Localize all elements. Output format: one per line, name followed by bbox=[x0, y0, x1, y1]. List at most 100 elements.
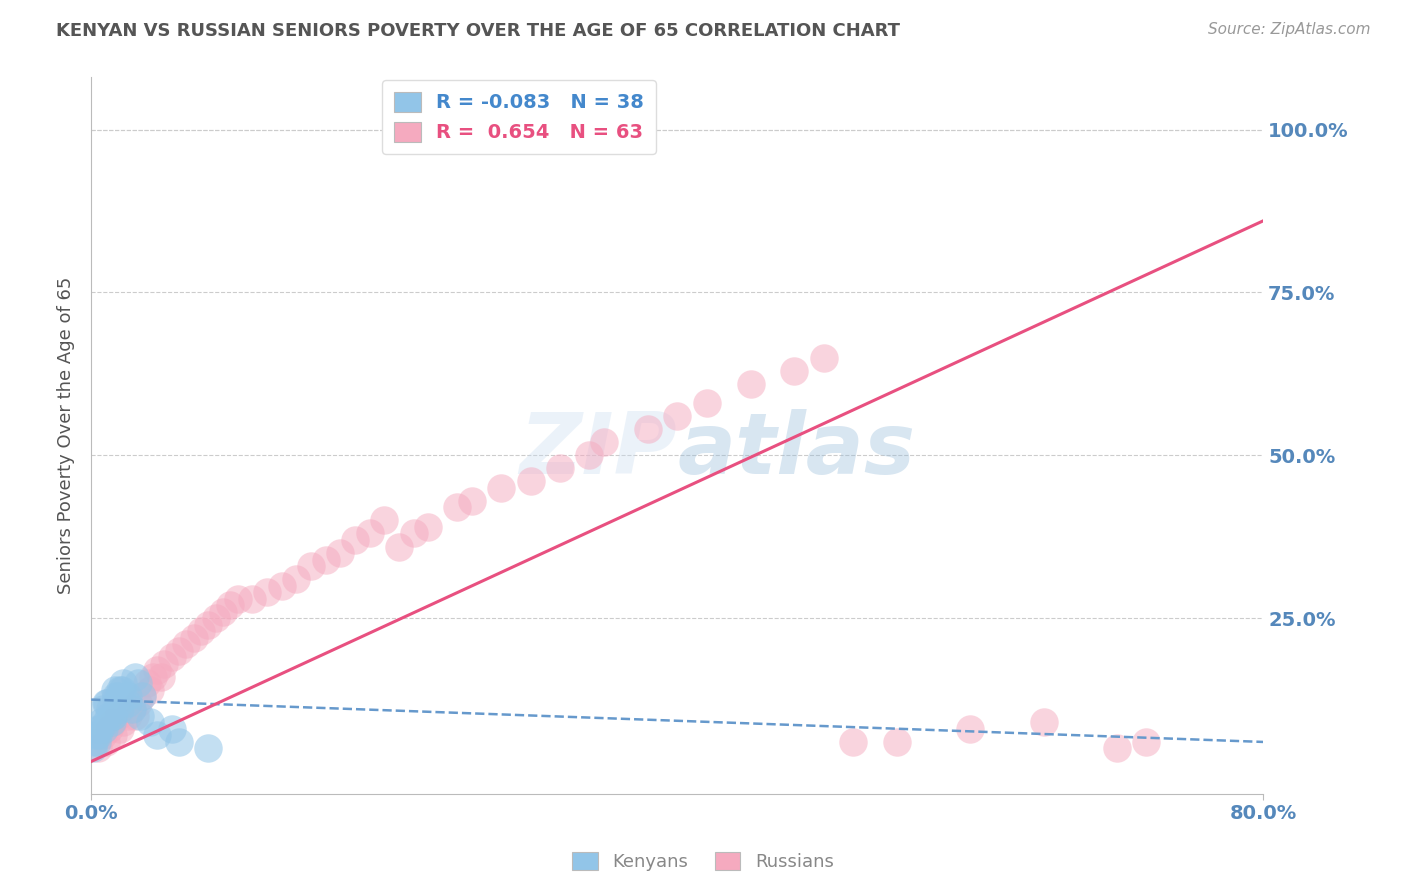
Point bbox=[87, 722, 110, 736]
Point bbox=[112, 715, 135, 730]
Point bbox=[783, 363, 806, 377]
Point bbox=[418, 520, 440, 534]
Point bbox=[256, 585, 278, 599]
Point bbox=[578, 448, 600, 462]
Point bbox=[315, 552, 337, 566]
Point bbox=[111, 682, 134, 697]
Point bbox=[86, 735, 108, 749]
Point bbox=[105, 690, 128, 704]
Point bbox=[110, 722, 132, 736]
Point bbox=[842, 735, 865, 749]
Point bbox=[959, 722, 981, 736]
Point bbox=[329, 546, 352, 560]
Point bbox=[299, 559, 322, 574]
Legend: Kenyans, Russians: Kenyans, Russians bbox=[565, 846, 841, 879]
Point bbox=[94, 696, 117, 710]
Point bbox=[107, 709, 129, 723]
Point bbox=[204, 611, 226, 625]
Point bbox=[461, 494, 484, 508]
Text: KENYAN VS RUSSIAN SENIORS POVERTY OVER THE AGE OF 65 CORRELATION CHART: KENYAN VS RUSSIAN SENIORS POVERTY OVER T… bbox=[56, 22, 900, 40]
Point bbox=[146, 663, 169, 677]
Point bbox=[359, 526, 381, 541]
Point bbox=[197, 741, 219, 756]
Point bbox=[108, 696, 131, 710]
Point bbox=[373, 513, 395, 527]
Point bbox=[1032, 715, 1054, 730]
Text: atlas: atlas bbox=[678, 409, 915, 491]
Point bbox=[666, 409, 689, 424]
Point bbox=[491, 481, 513, 495]
Point bbox=[402, 526, 425, 541]
Point bbox=[107, 690, 129, 704]
Point bbox=[112, 676, 135, 690]
Point bbox=[87, 728, 110, 742]
Y-axis label: Seniors Poverty Over the Age of 65: Seniors Poverty Over the Age of 65 bbox=[58, 277, 75, 594]
Point bbox=[813, 351, 835, 365]
Point bbox=[637, 422, 659, 436]
Point bbox=[212, 605, 235, 619]
Point bbox=[94, 735, 117, 749]
Point bbox=[101, 728, 124, 742]
Point bbox=[89, 722, 111, 736]
Point bbox=[135, 676, 157, 690]
Point bbox=[285, 572, 308, 586]
Point bbox=[87, 741, 110, 756]
Point bbox=[128, 709, 150, 723]
Point bbox=[142, 670, 165, 684]
Point bbox=[124, 709, 146, 723]
Point bbox=[696, 396, 718, 410]
Point bbox=[82, 741, 104, 756]
Point bbox=[91, 728, 114, 742]
Point bbox=[101, 709, 124, 723]
Point bbox=[1105, 741, 1128, 756]
Point bbox=[548, 461, 571, 475]
Point bbox=[104, 682, 127, 697]
Point bbox=[446, 500, 468, 515]
Point bbox=[183, 631, 205, 645]
Point bbox=[153, 657, 176, 671]
Point bbox=[160, 650, 183, 665]
Point bbox=[84, 728, 107, 742]
Point bbox=[146, 728, 169, 742]
Point bbox=[139, 715, 162, 730]
Point bbox=[160, 722, 183, 736]
Point bbox=[110, 702, 132, 716]
Point bbox=[91, 702, 114, 716]
Point bbox=[343, 533, 366, 547]
Point bbox=[127, 696, 149, 710]
Point bbox=[127, 676, 149, 690]
Point bbox=[886, 735, 908, 749]
Point bbox=[1135, 735, 1157, 749]
Point bbox=[519, 475, 541, 489]
Point bbox=[740, 376, 762, 391]
Point bbox=[94, 715, 117, 730]
Legend: R = -0.083   N = 38, R =  0.654   N = 63: R = -0.083 N = 38, R = 0.654 N = 63 bbox=[382, 80, 657, 154]
Point bbox=[121, 702, 143, 716]
Point bbox=[100, 715, 122, 730]
Point bbox=[167, 735, 190, 749]
Point bbox=[197, 617, 219, 632]
Point bbox=[131, 690, 153, 704]
Point bbox=[101, 715, 124, 730]
Point bbox=[117, 696, 139, 710]
Point bbox=[219, 598, 242, 612]
Point bbox=[124, 670, 146, 684]
Point bbox=[190, 624, 212, 639]
Point bbox=[131, 690, 153, 704]
Point bbox=[98, 702, 121, 716]
Point bbox=[139, 682, 162, 697]
Point bbox=[388, 540, 411, 554]
Point bbox=[176, 637, 198, 651]
Point bbox=[240, 591, 263, 606]
Point bbox=[97, 722, 120, 736]
Point bbox=[117, 690, 139, 704]
Point bbox=[101, 709, 124, 723]
Point bbox=[90, 715, 112, 730]
Point bbox=[97, 709, 120, 723]
Point bbox=[593, 435, 616, 450]
Point bbox=[150, 670, 173, 684]
Point bbox=[83, 735, 105, 749]
Point bbox=[121, 702, 143, 716]
Point bbox=[270, 578, 292, 592]
Point bbox=[226, 591, 249, 606]
